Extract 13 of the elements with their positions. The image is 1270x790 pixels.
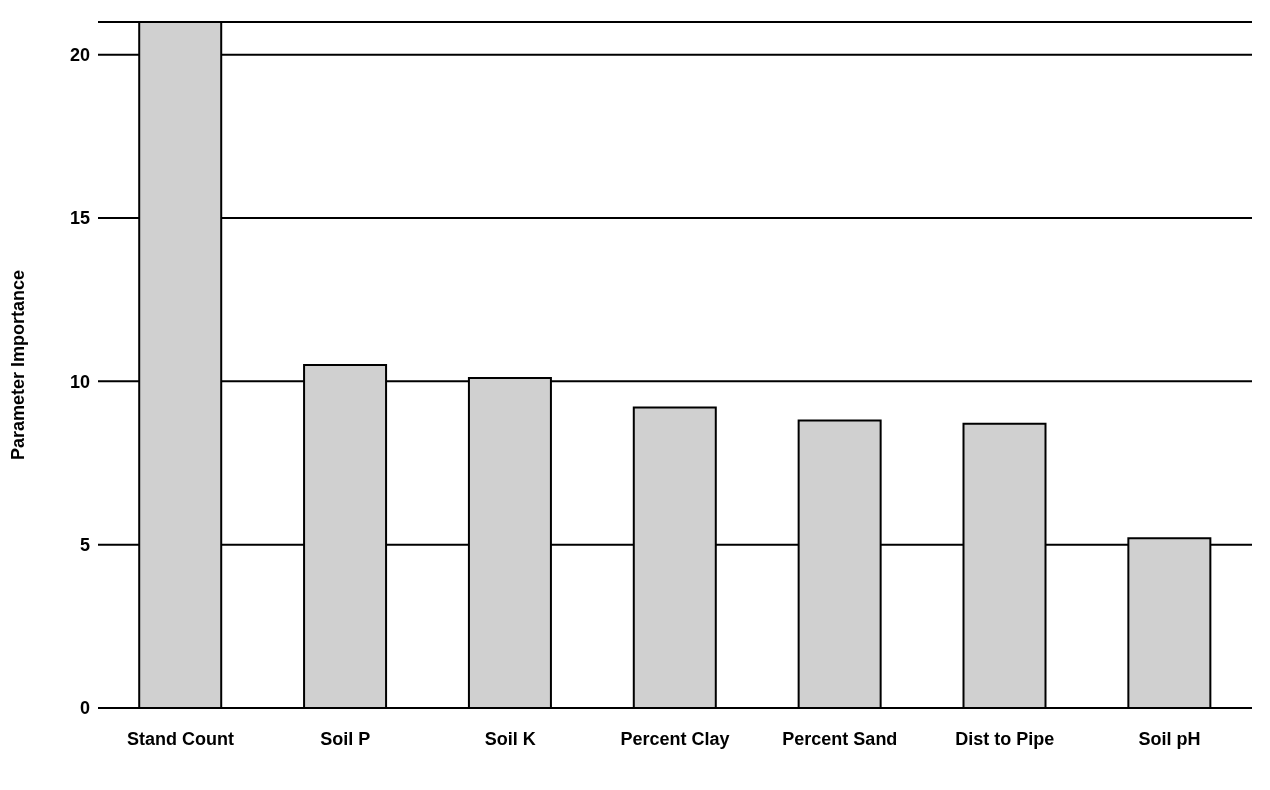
y-tick-label: 20 bbox=[69, 45, 90, 66]
y-axis-title: Parameter Importance bbox=[8, 269, 29, 461]
y-tick-label: 15 bbox=[69, 208, 90, 229]
x-tick-label: Soil pH bbox=[1138, 728, 1201, 749]
x-tick-label: Percent Clay bbox=[620, 728, 730, 749]
x-tick-label: Soil K bbox=[484, 728, 536, 749]
y-tick-label: 10 bbox=[69, 371, 90, 392]
y-tick-label: 5 bbox=[79, 535, 90, 556]
x-tick-label: Dist to Pipe bbox=[955, 728, 1055, 749]
x-tick-label: Soil P bbox=[320, 728, 371, 749]
x-tick-label: Percent Sand bbox=[782, 728, 898, 749]
x-tick-label: Stand Count bbox=[126, 728, 234, 749]
y-tick-label: 0 bbox=[79, 698, 90, 719]
